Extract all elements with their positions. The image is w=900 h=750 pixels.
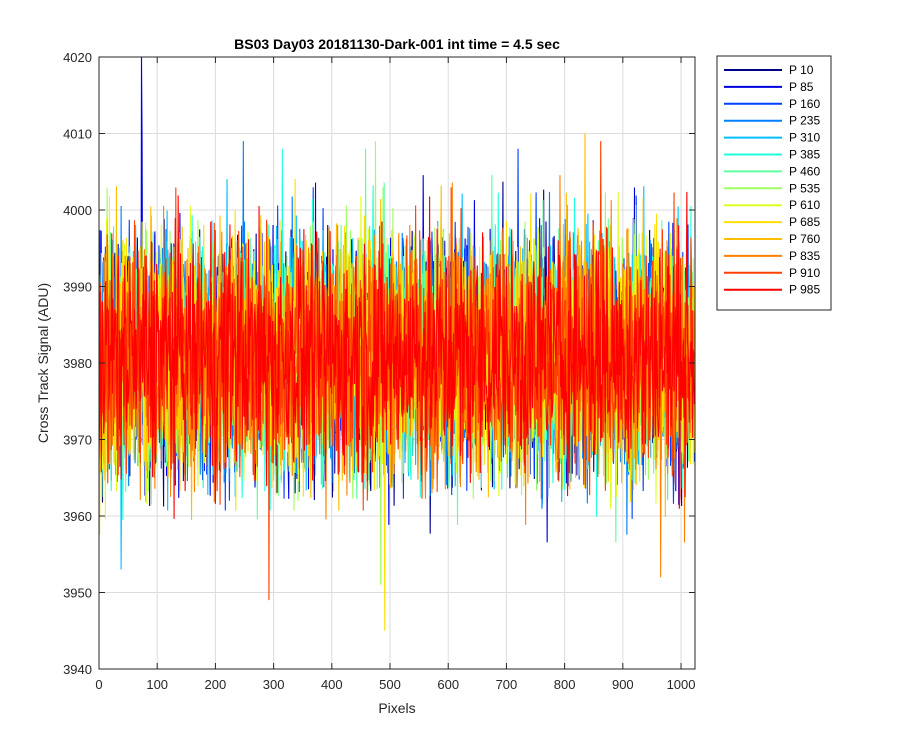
series-line-p985 xyxy=(99,191,695,519)
legend: P 10 P 85 P 160 P 235 P 310 P 385 P 460 P 535 P … xyxy=(716,55,832,311)
legend-entry-label: P 235 xyxy=(789,114,820,128)
legend-entry-label: P 85 xyxy=(789,80,814,94)
legend-entry-label: P 610 xyxy=(789,198,820,212)
x-tick-label: 1000 xyxy=(667,677,696,692)
legend-box xyxy=(716,55,832,311)
y-tick-label: 4010 xyxy=(63,127,92,142)
y-tick-label: 3940 xyxy=(63,662,92,677)
legend-entry-label: P 460 xyxy=(789,164,820,178)
legend-entry-label: P 160 xyxy=(789,97,820,111)
x-tick-label: 800 xyxy=(554,677,576,692)
y-axis-label: Cross Track Signal (ADU) xyxy=(35,283,51,443)
y-tick-label: 4020 xyxy=(63,50,92,65)
axis-ticks: 0 100 200 300 400 500 600 700 800 900 1000 3940 3950… xyxy=(63,50,695,692)
x-tick-label: 300 xyxy=(263,677,285,692)
y-tick-label: 3990 xyxy=(63,280,92,295)
y-tick-label: 3970 xyxy=(63,433,92,448)
legend-entry-label: P 385 xyxy=(789,148,820,162)
x-tick-label: 900 xyxy=(612,677,634,692)
legend-entry-label: P 10 xyxy=(789,63,814,77)
y-tick-label: 3960 xyxy=(63,509,92,524)
legend-entry-label: P 535 xyxy=(789,181,820,195)
legend-entry-label: P 985 xyxy=(789,283,820,297)
legend-entry-label: P 910 xyxy=(789,266,820,280)
x-tick-label: 500 xyxy=(379,677,401,692)
chart-title: BS03 Day03 20181130-Dark-001 int time = … xyxy=(234,36,560,52)
x-tick-label: 200 xyxy=(205,677,227,692)
x-axis-label: Pixels xyxy=(378,700,415,716)
y-tick-label: 3950 xyxy=(63,586,92,601)
x-tick-label: 700 xyxy=(496,677,518,692)
legend-entry-label: P 760 xyxy=(789,232,820,246)
y-tick-label: 3980 xyxy=(63,356,92,371)
x-tick-label: 600 xyxy=(437,677,459,692)
legend-entry-label: P 835 xyxy=(789,249,820,263)
x-tick-label: 0 xyxy=(95,677,102,692)
x-tick-label: 400 xyxy=(321,677,343,692)
legend-entry-label: P 685 xyxy=(789,215,820,229)
series-lines xyxy=(99,57,695,631)
x-tick-label: 100 xyxy=(146,677,168,692)
legend-entry-label: P 310 xyxy=(789,131,820,145)
y-tick-label: 4000 xyxy=(63,203,92,218)
